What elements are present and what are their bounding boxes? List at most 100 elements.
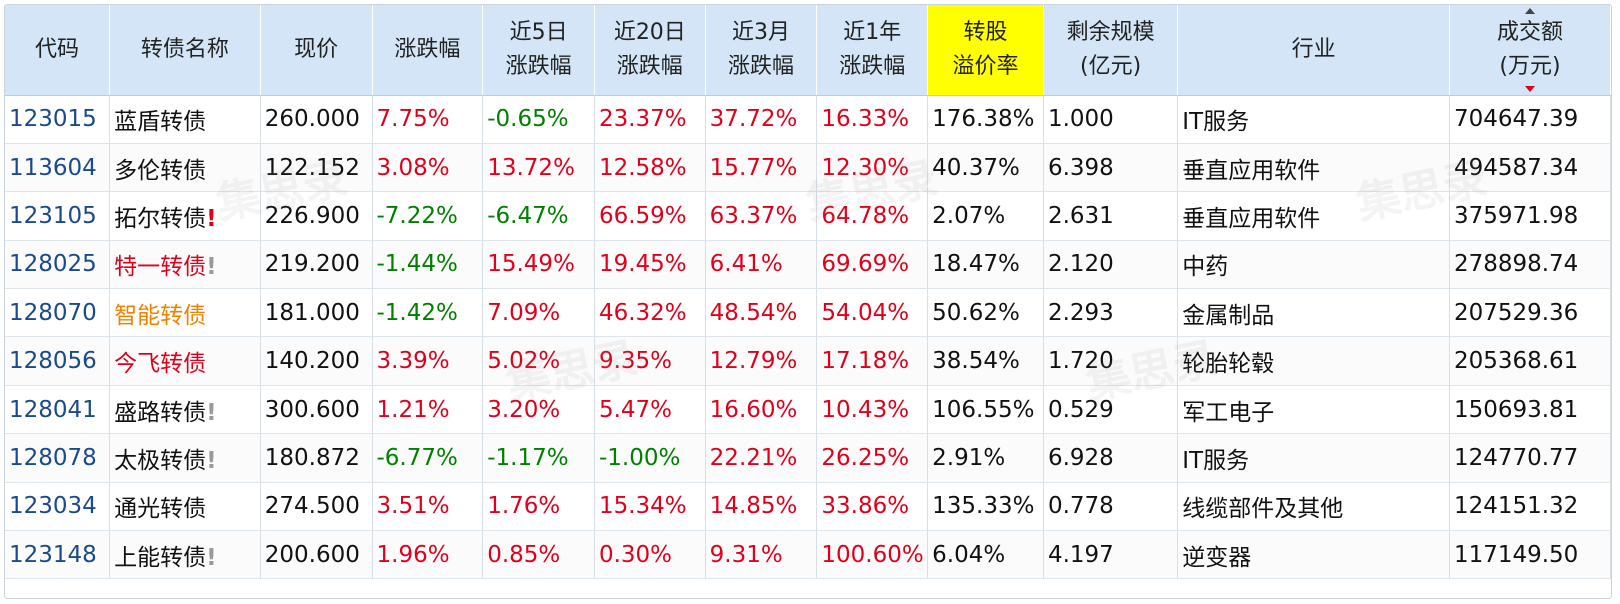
bond-name-link[interactable]: 上能转债 (114, 544, 207, 571)
cell-name[interactable]: 盛路转债! (109, 385, 261, 435)
cell-chg5d: 3.20% (482, 385, 595, 435)
cell-code[interactable]: 128041 (5, 385, 111, 435)
column-header-label: 现价 (294, 36, 339, 62)
cell-chg3m: 37.72% (705, 95, 818, 144)
cell-name[interactable]: 多伦转债 (109, 143, 261, 193)
cell-code[interactable]: 113604 (5, 143, 111, 193)
bond-name-link[interactable]: 智能转债 (114, 302, 207, 329)
bond-name-link[interactable]: 今飞转债 (114, 351, 207, 378)
cell-chg20d: 9.35% (594, 336, 706, 386)
column-header-remain[interactable]: 剩余规模 (亿元) (1043, 5, 1179, 96)
cell-chg3m: 48.54% (705, 288, 818, 338)
column-header-premium[interactable]: 转股 溢价率 (927, 5, 1044, 96)
column-header-chg20d[interactable]: 近20日 涨跌幅 (594, 5, 706, 96)
cell-change: -7.22% (372, 191, 484, 241)
cell-price: 260.000 (260, 95, 373, 144)
column-header-price[interactable]: 现价 (260, 5, 373, 96)
cell-volume: 150693.81 (1449, 385, 1611, 435)
cell-premium: 2.07% (927, 191, 1044, 241)
table-row[interactable]: 128041 盛路转债! 300.600 1.21% 3.20% 5.47% 16.60% 1… (5, 385, 1611, 435)
cell-premium: 135.33% (927, 482, 1044, 532)
cell-code[interactable]: 123015 (5, 95, 111, 144)
table-row[interactable]: 123105 拓尔转债! 226.900 -7.22% -6.47% 66.59% 63.3… (5, 191, 1611, 241)
column-header-label: 行业 (1291, 36, 1336, 62)
cell-volume: 124151.32 (1449, 482, 1611, 532)
cell-price: 180.872 (260, 433, 373, 483)
cell-code[interactable]: 128025 (5, 240, 111, 290)
bond-name-link[interactable]: 盛路转债 (114, 399, 207, 426)
column-header-change[interactable]: 涨跌幅 (372, 5, 484, 96)
cell-chg1y: 16.33% (816, 95, 929, 144)
cell-industry: 垂直应用软件 (1177, 143, 1450, 193)
cell-price: 300.600 (260, 385, 373, 435)
bond-name-link[interactable]: 太极转债 (114, 447, 207, 474)
cell-remain: 0.529 (1043, 385, 1179, 435)
cell-remain: 4.197 (1043, 530, 1179, 580)
cell-volume: 124770.77 (1449, 433, 1611, 483)
cell-chg20d: 5.47% (594, 385, 706, 435)
cell-industry: 军工电子 (1177, 385, 1450, 435)
cell-chg3m: 15.77% (705, 143, 818, 193)
cell-premium: 6.04% (927, 530, 1044, 580)
column-header-chg1y[interactable]: 近1年 涨跌幅 (816, 5, 929, 96)
cell-code[interactable]: 128070 (5, 288, 111, 338)
column-header-volume[interactable]: 成交额 (万元) (1449, 5, 1611, 96)
cell-code[interactable]: 123148 (5, 530, 111, 580)
cell-chg20d: 66.59% (594, 191, 706, 241)
cell-remain: 1.000 (1043, 95, 1179, 144)
cell-volume: 207529.36 (1449, 288, 1611, 338)
column-header-industry[interactable]: 行业 (1177, 5, 1450, 96)
cell-volume: 117149.50 (1449, 530, 1611, 580)
cell-code[interactable]: 123034 (5, 482, 111, 532)
column-header-label: 转股 溢价率 (952, 19, 1019, 79)
cell-name[interactable]: 太极转债! (109, 433, 261, 483)
bond-name-link[interactable]: 多伦转债 (114, 157, 207, 184)
bond-name-link[interactable]: 拓尔转债 (114, 205, 207, 232)
bond-name-link[interactable]: 特一转债 (114, 254, 207, 281)
cell-volume: 494587.34 (1449, 143, 1611, 193)
cell-premium: 176.38% (927, 95, 1044, 144)
cell-chg5d: -0.65% (482, 95, 595, 144)
cell-name[interactable]: 拓尔转债! (109, 191, 261, 241)
column-header-chg3m[interactable]: 近3月 涨跌幅 (705, 5, 818, 96)
warning-icon: ! (206, 399, 217, 426)
cell-chg20d: 46.32% (594, 288, 706, 338)
column-header-chg5d[interactable]: 近5日 涨跌幅 (482, 5, 595, 96)
cell-code[interactable]: 128078 (5, 433, 111, 483)
cell-chg5d: 7.09% (482, 288, 595, 338)
table-row[interactable]: 123015 蓝盾转债 260.000 7.75% -0.65% 23.37% 37.72%… (5, 95, 1611, 144)
table-row[interactable]: 113604 多伦转债 122.152 3.08% 13.72% 12.58% 15.77%… (5, 143, 1611, 193)
cell-chg5d: 13.72% (482, 143, 595, 193)
cell-name[interactable]: 蓝盾转债 (109, 95, 261, 144)
cell-remain: 6.928 (1043, 433, 1179, 483)
table-row[interactable]: 128056 今飞转债 140.200 3.39% 5.02% 9.35% 12.79% 17… (5, 336, 1611, 386)
cell-price: 219.200 (260, 240, 373, 290)
cell-remain: 1.720 (1043, 336, 1179, 386)
table-header-row: 代码 转债名称 现价 涨跌幅 近5日 涨跌幅 近20日 涨跌幅 近3月 涨跌幅 近1年 涨跌幅… (5, 5, 1611, 96)
cell-change: -1.44% (372, 240, 484, 290)
cell-name[interactable]: 特一转债! (109, 240, 261, 290)
cell-name[interactable]: 今飞转债 (109, 336, 261, 386)
cell-change: -6.77% (372, 433, 484, 483)
table-row[interactable]: 123034 通光转债 274.500 3.51% 1.76% 15.34% 14.85% 3… (5, 482, 1611, 532)
cell-name[interactable]: 通光转债 (109, 482, 261, 532)
cell-code[interactable]: 128056 (5, 336, 111, 386)
cell-code[interactable]: 123105 (5, 191, 111, 241)
table-row[interactable]: 128025 特一转债! 219.200 -1.44% 15.49% 19.45% 6.41… (5, 240, 1611, 290)
cell-price: 122.152 (260, 143, 373, 193)
table-row[interactable]: 128078 太极转债! 180.872 -6.77% -1.17% -1.00% 22.2… (5, 433, 1611, 483)
bond-name-link[interactable]: 通光转债 (114, 496, 207, 523)
column-header-label: 近1年 涨跌幅 (839, 19, 906, 79)
bond-name-link[interactable]: 蓝盾转债 (114, 109, 207, 136)
column-header-name[interactable]: 转债名称 (109, 5, 261, 96)
sort-descending-icon[interactable] (1524, 85, 1535, 92)
cell-price: 181.000 (260, 288, 373, 338)
table-row[interactable]: 128070 智能转债 181.000 -1.42% 7.09% 46.32% 48.54%… (5, 288, 1611, 338)
cell-remain: 0.778 (1043, 482, 1179, 532)
cell-name[interactable]: 智能转债 (109, 288, 261, 338)
cell-name[interactable]: 上能转债! (109, 530, 261, 580)
table-row[interactable]: 123148 上能转债! 200.600 1.96% 0.85% 0.30% 9.31% 10… (5, 530, 1611, 580)
sort-ascending-icon[interactable] (1524, 8, 1535, 14)
warning-icon: ! (206, 447, 217, 474)
column-header-code[interactable]: 代码 (5, 5, 111, 96)
